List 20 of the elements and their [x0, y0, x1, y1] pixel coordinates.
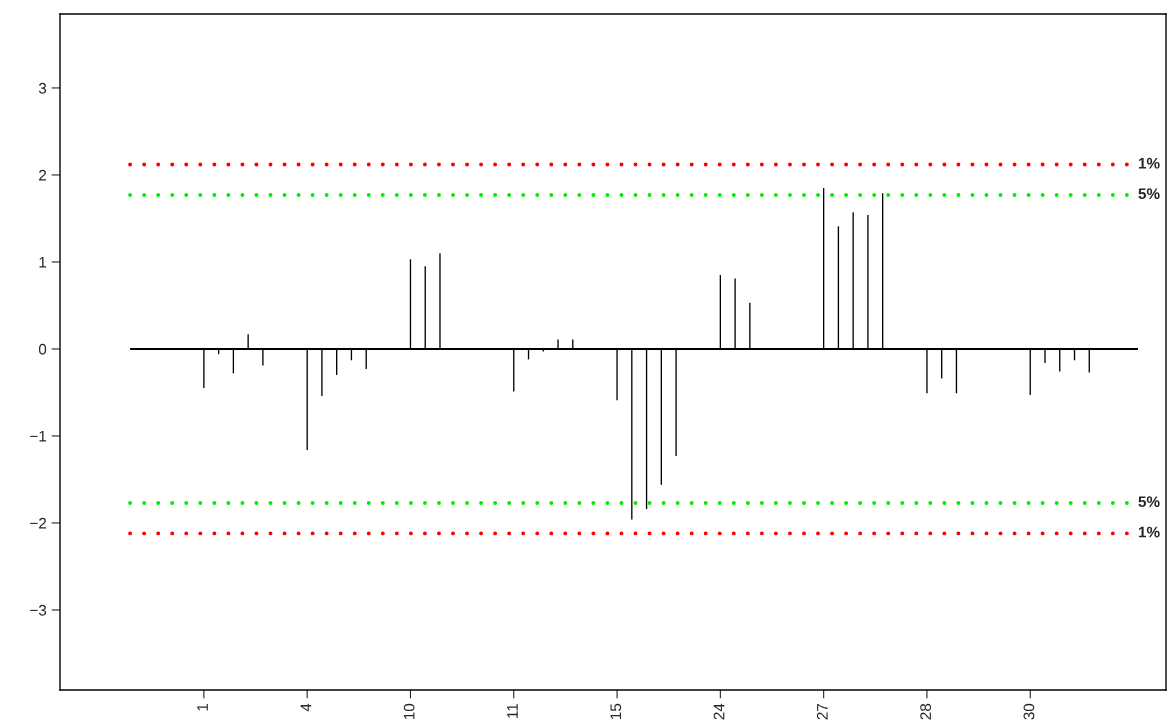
- x-tick-label: 4: [300, 703, 312, 712]
- y-tick-label: 0: [38, 343, 47, 355]
- x-tick-label: 11: [507, 703, 518, 718]
- y-tick-label: −2: [30, 517, 47, 529]
- x-tick-label: 10: [403, 703, 415, 720]
- y-tick-label: 2: [39, 169, 47, 181]
- x-tick-label: 28: [920, 703, 932, 720]
- y-tick-label: 1: [39, 256, 47, 268]
- text: 1%: [1138, 157, 1160, 169]
- x-tick-label: 30: [1023, 703, 1035, 720]
- x-tick-label: 15: [610, 703, 622, 720]
- x-tick-label: 1: [197, 703, 208, 711]
- text: 5%: [1138, 496, 1160, 508]
- text: 1%: [1138, 526, 1160, 538]
- text: 5%: [1138, 188, 1160, 200]
- x-tick-label: 24: [713, 703, 725, 720]
- x-tick-label: 27: [816, 703, 828, 720]
- y-tick-label: −1: [30, 430, 47, 442]
- y-tick-label: 3: [38, 82, 47, 94]
- y-tick-label: −3: [30, 604, 47, 616]
